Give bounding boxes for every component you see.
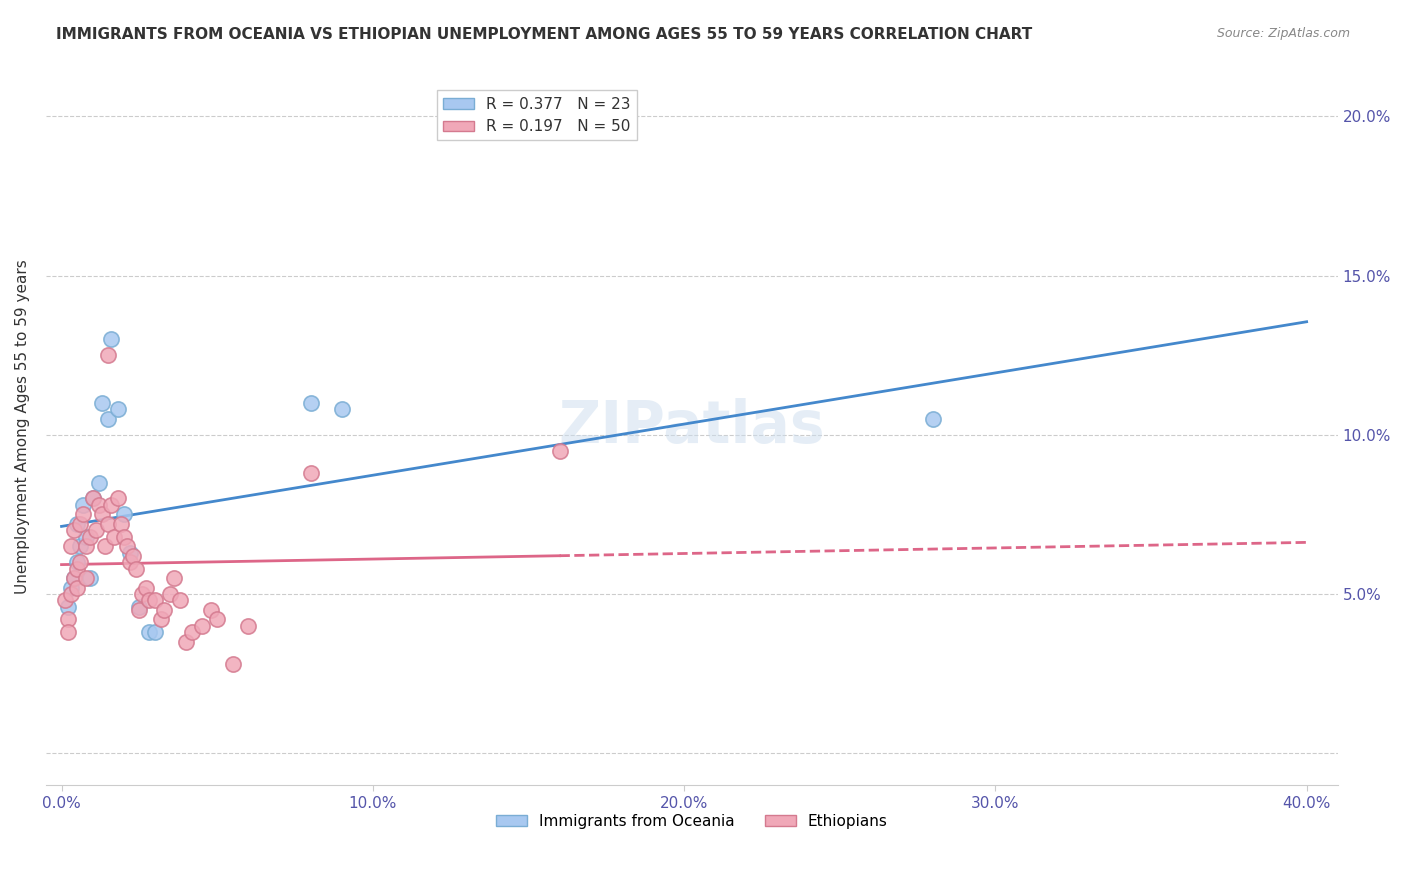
Point — [69, 555, 91, 569]
Point — [59, 581, 82, 595]
Point — [82, 491, 104, 506]
Point — [103, 530, 125, 544]
Point — [75, 539, 97, 553]
Legend: Immigrants from Oceania, Ethiopians: Immigrants from Oceania, Ethiopians — [489, 807, 894, 835]
Point — [138, 625, 160, 640]
Point — [63, 524, 86, 538]
Point — [66, 561, 89, 575]
Point — [79, 530, 101, 544]
Point — [69, 516, 91, 531]
Point — [181, 625, 204, 640]
Point — [63, 571, 86, 585]
Point — [118, 546, 141, 560]
Point — [87, 498, 110, 512]
Point — [97, 348, 120, 362]
Point — [72, 508, 94, 522]
Point — [63, 571, 86, 585]
Point — [159, 587, 181, 601]
Point — [138, 593, 160, 607]
Point — [91, 508, 114, 522]
Point — [79, 571, 101, 585]
Point — [122, 549, 145, 563]
Point — [143, 593, 166, 607]
Point — [162, 571, 184, 585]
Point — [330, 402, 353, 417]
Point — [56, 625, 79, 640]
Point — [125, 561, 148, 575]
Point — [53, 593, 76, 607]
Point — [222, 657, 245, 671]
Point — [97, 412, 120, 426]
Text: Source: ZipAtlas.com: Source: ZipAtlas.com — [1216, 27, 1350, 40]
Point — [112, 508, 135, 522]
Point — [115, 539, 138, 553]
Point — [922, 412, 945, 426]
Point — [190, 619, 212, 633]
Point — [87, 475, 110, 490]
Point — [118, 555, 141, 569]
Point — [59, 539, 82, 553]
Point — [66, 555, 89, 569]
Point — [110, 516, 132, 531]
Point — [97, 516, 120, 531]
Point — [548, 443, 571, 458]
Point — [153, 603, 176, 617]
Point — [59, 587, 82, 601]
Point — [56, 599, 79, 614]
Point — [84, 524, 107, 538]
Point — [169, 593, 191, 607]
Y-axis label: Unemployment Among Ages 55 to 59 years: Unemployment Among Ages 55 to 59 years — [15, 260, 30, 594]
Point — [143, 625, 166, 640]
Point — [200, 603, 222, 617]
Point — [100, 498, 122, 512]
Point — [238, 619, 260, 633]
Point — [91, 396, 114, 410]
Point — [128, 603, 150, 617]
Point — [299, 396, 322, 410]
Point — [94, 539, 117, 553]
Point — [75, 571, 97, 585]
Point — [75, 530, 97, 544]
Point — [299, 466, 322, 480]
Point — [56, 612, 79, 626]
Point — [72, 498, 94, 512]
Point — [128, 599, 150, 614]
Point — [135, 581, 157, 595]
Point — [107, 491, 129, 506]
Point — [150, 612, 173, 626]
Point — [131, 587, 153, 601]
Point — [69, 539, 91, 553]
Text: IMMIGRANTS FROM OCEANIA VS ETHIOPIAN UNEMPLOYMENT AMONG AGES 55 TO 59 YEARS CORR: IMMIGRANTS FROM OCEANIA VS ETHIOPIAN UNE… — [56, 27, 1032, 42]
Point — [174, 634, 197, 648]
Point — [82, 491, 104, 506]
Point — [112, 530, 135, 544]
Point — [205, 612, 228, 626]
Point — [100, 332, 122, 346]
Text: ZIPatlas: ZIPatlas — [558, 399, 825, 455]
Point — [107, 402, 129, 417]
Point — [66, 581, 89, 595]
Point — [66, 516, 89, 531]
